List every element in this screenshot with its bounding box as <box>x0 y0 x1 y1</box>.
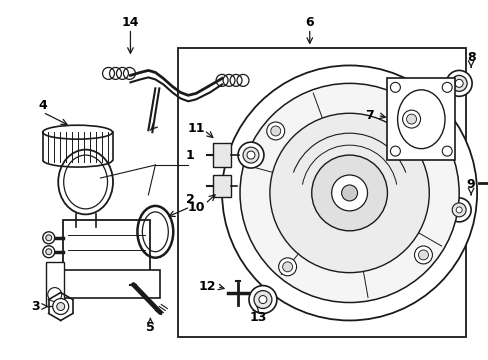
Circle shape <box>240 84 458 302</box>
Circle shape <box>311 155 386 231</box>
Circle shape <box>246 151 254 159</box>
Circle shape <box>270 126 280 136</box>
Text: 4: 4 <box>39 99 47 112</box>
Bar <box>213 143 230 167</box>
Circle shape <box>46 249 52 255</box>
Circle shape <box>238 142 264 168</box>
Text: 9: 9 <box>466 179 474 192</box>
Circle shape <box>331 175 367 211</box>
Circle shape <box>414 246 431 264</box>
Circle shape <box>46 235 52 241</box>
Circle shape <box>406 114 416 124</box>
Circle shape <box>454 80 462 87</box>
Circle shape <box>42 232 55 244</box>
Circle shape <box>450 75 466 91</box>
Circle shape <box>248 285 276 314</box>
Bar <box>46 262 63 306</box>
Circle shape <box>341 185 357 201</box>
Text: 3: 3 <box>31 300 40 313</box>
Circle shape <box>418 250 427 260</box>
Bar <box>178 48 465 337</box>
Circle shape <box>447 198 470 222</box>
Text: 14: 14 <box>122 16 139 29</box>
Text: 13: 13 <box>249 311 266 324</box>
Text: 7: 7 <box>365 109 373 122</box>
Circle shape <box>53 298 68 315</box>
Circle shape <box>253 291 271 309</box>
Text: 8: 8 <box>466 51 474 64</box>
Circle shape <box>42 246 55 258</box>
Text: 6: 6 <box>305 16 313 29</box>
Bar <box>213 175 230 197</box>
Bar <box>56 270 160 298</box>
Circle shape <box>266 122 284 140</box>
Circle shape <box>282 262 292 272</box>
Text: 10: 10 <box>187 201 204 215</box>
Text: 11: 11 <box>187 122 204 135</box>
Bar <box>386 78 454 160</box>
Circle shape <box>222 66 476 320</box>
Circle shape <box>278 258 296 276</box>
Circle shape <box>269 113 428 273</box>
Circle shape <box>259 296 266 303</box>
Text: 1: 1 <box>185 149 194 162</box>
Ellipse shape <box>42 125 112 139</box>
Circle shape <box>446 71 471 96</box>
Circle shape <box>402 110 420 128</box>
Circle shape <box>455 207 461 213</box>
Circle shape <box>451 203 465 217</box>
Circle shape <box>243 147 259 163</box>
Circle shape <box>57 302 64 310</box>
Text: 2: 2 <box>185 193 194 206</box>
Text: 5: 5 <box>146 321 154 334</box>
Bar <box>62 220 150 275</box>
Text: 12: 12 <box>198 280 216 293</box>
Ellipse shape <box>58 150 113 214</box>
